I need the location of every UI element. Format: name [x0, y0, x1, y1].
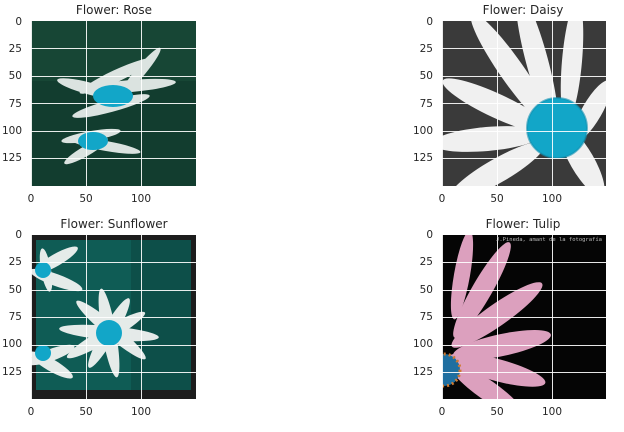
y-tick: 25	[419, 43, 433, 55]
y-tick: 75	[419, 98, 433, 110]
x-tick: 100	[130, 193, 152, 205]
y-tick: 75	[8, 98, 22, 110]
flower-image	[31, 21, 196, 186]
flower-image	[31, 235, 196, 399]
y-tick: 50	[419, 284, 433, 296]
x-tick: 50	[79, 406, 93, 418]
y-tick: 0	[15, 16, 22, 28]
subplot-title: Flower: Tulip	[485, 217, 561, 231]
y-tick: 125	[412, 366, 433, 378]
y-tick: 0	[426, 229, 433, 241]
x-tick: 100	[541, 406, 563, 418]
y-tick: 25	[419, 256, 433, 268]
flower-image: J.Pineda, amant de la fotografía	[442, 235, 606, 399]
x-tick: 100	[541, 193, 563, 205]
subplot-title: Flower: Rose	[75, 3, 153, 17]
x-tick: 100	[130, 406, 152, 418]
x-tick: 50	[79, 193, 93, 205]
y-tick: 0	[15, 229, 22, 241]
y-tick: 100	[1, 338, 22, 350]
y-tick: 125	[1, 152, 22, 164]
subplot-title: Flower: Daisy	[482, 3, 564, 17]
y-tick: 75	[419, 311, 433, 323]
x-tick: 0	[27, 193, 35, 205]
flower-image	[442, 21, 606, 186]
image-caption: J.Pineda, amant de la fotografía	[496, 237, 602, 243]
y-tick: 75	[8, 311, 22, 323]
y-tick: 100	[1, 125, 22, 137]
x-tick: 0	[438, 193, 446, 205]
y-tick: 25	[8, 43, 22, 55]
x-tick: 0	[27, 406, 35, 418]
x-tick: 50	[490, 193, 504, 205]
x-tick: 50	[490, 406, 504, 418]
y-tick: 50	[8, 284, 22, 296]
y-tick: 25	[8, 256, 22, 268]
x-tick: 0	[438, 406, 446, 418]
y-tick: 125	[1, 366, 22, 378]
subplot-title: Flower: Sunflower	[60, 217, 168, 231]
y-tick: 50	[8, 70, 22, 82]
y-tick: 0	[426, 16, 433, 28]
y-tick: 125	[412, 152, 433, 164]
y-tick: 100	[412, 125, 433, 137]
y-tick: 50	[419, 70, 433, 82]
y-tick: 100	[412, 338, 433, 350]
